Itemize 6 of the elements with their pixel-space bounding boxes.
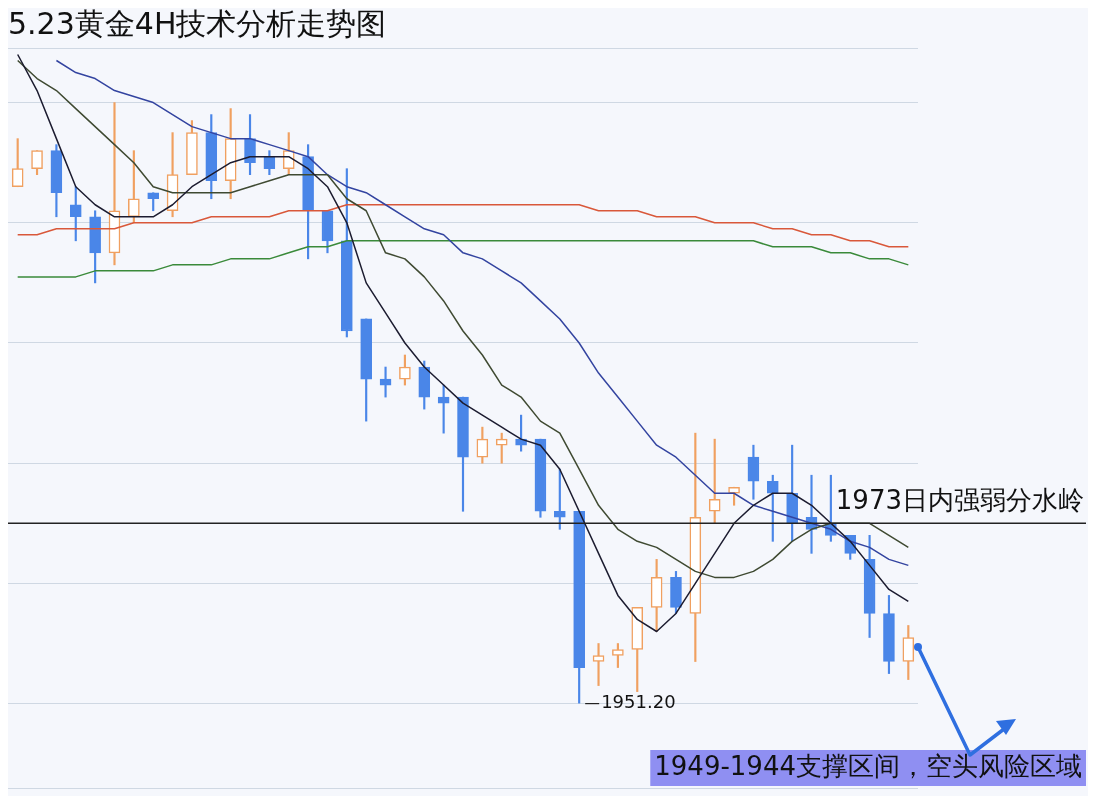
ref-line-label: 1973日内强弱分水岭 bbox=[835, 485, 1084, 516]
candlestick bbox=[108, 102, 121, 266]
chart-title: 5.23黄金4H技术分析走势图 bbox=[8, 5, 387, 41]
candlestick bbox=[379, 366, 392, 398]
text: 1949-1944支撑区间，空头风险区域 bbox=[654, 750, 1082, 781]
annotation: 1951.20 bbox=[601, 691, 676, 713]
